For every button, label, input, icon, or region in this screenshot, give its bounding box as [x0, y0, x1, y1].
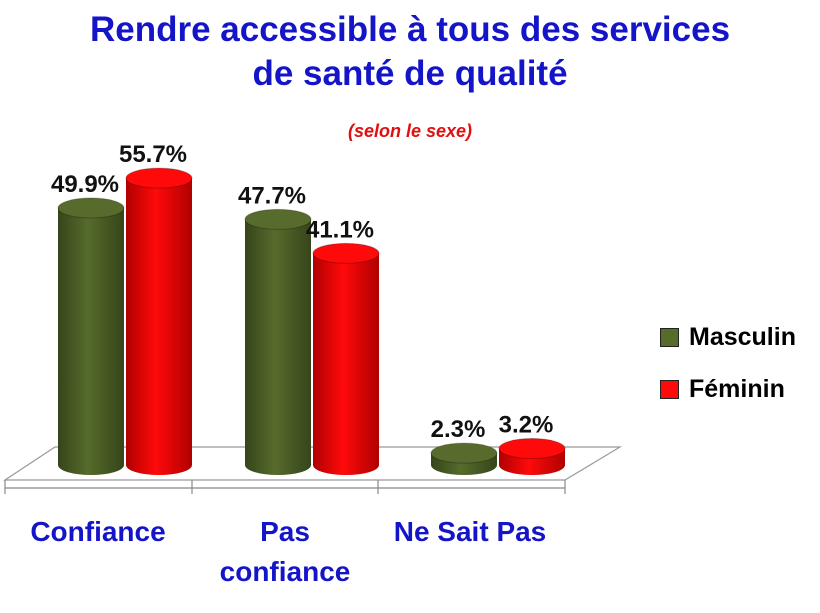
- legend-swatch-feminin: [660, 379, 679, 399]
- category-label: Pas: [260, 516, 310, 547]
- bar-feminin: [125, 167, 193, 475]
- chart-title-line-1: Rendre accessible à tous des services: [89, 10, 731, 49]
- legend-item-feminin: Féminin: [660, 374, 796, 404]
- legend: Masculin Féminin: [660, 322, 796, 426]
- chart-title: Rendre accessible à tous des services de…: [0, 8, 820, 96]
- legend-label-feminin: Féminin: [689, 374, 785, 403]
- data-label-feminin: 55.7%: [119, 141, 187, 168]
- chart-title-line-2: de santé de qualité: [252, 54, 568, 93]
- bar-feminin: [498, 438, 566, 475]
- legend-item-masculin: Masculin: [660, 322, 796, 352]
- category-label: Ne Sait Pas: [394, 516, 547, 547]
- data-label-feminin: 3.2%: [499, 412, 554, 439]
- bar-feminin: [312, 242, 380, 475]
- category-label: Confiance: [30, 516, 165, 547]
- category-label: confiance: [220, 556, 351, 587]
- legend-swatch-masculin: [660, 327, 679, 347]
- data-label-feminin: 41.1%: [306, 216, 374, 243]
- bar-masculin: [57, 197, 125, 475]
- bar-masculin: [430, 442, 498, 475]
- bar-masculin: [244, 208, 312, 475]
- legend-label-masculin: Masculin: [689, 322, 796, 351]
- chart-subtitle: (selon le sexe): [347, 121, 473, 141]
- data-label-masculin: 2.3%: [431, 416, 486, 443]
- data-label-masculin: 49.9%: [51, 171, 119, 198]
- data-label-masculin: 47.7%: [238, 182, 306, 209]
